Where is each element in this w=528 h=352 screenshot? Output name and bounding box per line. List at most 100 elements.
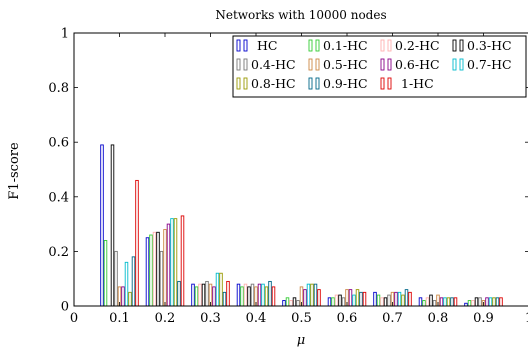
x-tick-label: 0.8 bbox=[428, 311, 449, 326]
legend-label: 0.7-HC bbox=[467, 57, 512, 72]
bar-1-hc-2 bbox=[226, 280, 230, 307]
bar-1-hc-7 bbox=[453, 297, 458, 307]
bar-09-hc-6 bbox=[404, 289, 409, 307]
bar-06-hc-6 bbox=[394, 291, 398, 307]
bar-09-hc-1 bbox=[177, 280, 181, 307]
bar-07-hc-5 bbox=[352, 294, 356, 307]
legend-swatch bbox=[315, 77, 320, 90]
legend-swatch bbox=[387, 39, 392, 52]
bar-04-hc-4 bbox=[296, 300, 300, 307]
bar-hc-7 bbox=[418, 297, 423, 307]
bar-hc-5 bbox=[327, 297, 332, 307]
legend-swatch bbox=[452, 58, 457, 71]
legend-swatch bbox=[315, 58, 320, 71]
legend-label: 0.8-HC bbox=[251, 76, 296, 91]
legend-swatch bbox=[387, 58, 392, 71]
legend-swatch bbox=[236, 77, 241, 90]
bar-09-hc-2 bbox=[222, 291, 227, 307]
bar-08-hc-0 bbox=[128, 291, 132, 307]
bar-1-hc-0 bbox=[135, 179, 139, 307]
legend-label: 0.1-HC bbox=[323, 38, 368, 53]
bar-hc-0 bbox=[100, 144, 104, 307]
bar-01-hc-6 bbox=[376, 294, 381, 307]
legend-label: 1-HC bbox=[401, 76, 434, 91]
legend-swatch bbox=[387, 77, 392, 90]
legend-swatch bbox=[459, 58, 464, 71]
bar-01-hc-1 bbox=[149, 234, 153, 307]
legend-entry: 0.2-HC bbox=[380, 38, 440, 53]
legend-label: HC bbox=[257, 38, 277, 53]
legend: HC 0.1-HC 0.2-HC 0.3-HC 0.4-HC 0.5-HC 0.6-HC 0.… bbox=[232, 35, 527, 98]
legend-entry: 0.7-HC bbox=[452, 57, 512, 72]
bar-08-hc-3 bbox=[264, 286, 269, 307]
y-tick-label: 1 bbox=[61, 27, 69, 42]
bar-08-hc-1 bbox=[173, 218, 178, 307]
y-axis-label: F1-score bbox=[7, 142, 22, 200]
bar-03-hc-5 bbox=[338, 294, 342, 307]
bar-01-hc-5 bbox=[331, 297, 335, 307]
bar-08-hc-6 bbox=[401, 294, 405, 307]
bar-1-hc-6 bbox=[408, 291, 412, 307]
bar-02-hc-3 bbox=[243, 283, 248, 307]
legend-entry: HC bbox=[236, 38, 277, 53]
bar-08-hc-8 bbox=[492, 297, 496, 307]
legend-swatch bbox=[308, 77, 313, 90]
bar-04-hc-0 bbox=[114, 250, 118, 307]
legend-swatch bbox=[308, 39, 313, 52]
bar-02-hc-2 bbox=[198, 283, 202, 307]
bar-09-hc-7 bbox=[450, 297, 454, 307]
bar-05-hc-1 bbox=[163, 229, 167, 307]
legend-label: 0.9-HC bbox=[323, 76, 368, 91]
bar-06-hc-3 bbox=[257, 283, 262, 307]
bar-08-hc-4 bbox=[310, 283, 314, 307]
legend-label: 0.5-HC bbox=[323, 57, 368, 72]
bar-04-hc-2 bbox=[205, 280, 209, 307]
chart-title: Networks with 10000 nodes bbox=[215, 8, 386, 22]
bar-06-hc-8 bbox=[485, 297, 489, 307]
x-tick-label: 0.2 bbox=[155, 311, 176, 326]
bar-06-hc-5 bbox=[348, 289, 353, 307]
x-tick-label: 0.1 bbox=[109, 311, 130, 326]
bar-07-hc-4 bbox=[306, 283, 311, 307]
bar-hc-6 bbox=[373, 291, 377, 307]
legend-entry: 0.3-HC bbox=[452, 38, 512, 53]
x-tick-label: 0.9 bbox=[473, 311, 494, 326]
bar-03-hc-6 bbox=[383, 297, 388, 307]
bar-04-hc-5 bbox=[341, 297, 346, 307]
legend-swatch bbox=[380, 58, 385, 71]
legend-swatch bbox=[380, 77, 385, 90]
bar-hc-1 bbox=[145, 237, 150, 307]
bar-01-hc-4 bbox=[285, 297, 290, 307]
bar-03-hc-2 bbox=[201, 283, 206, 307]
bar-01-hc-8 bbox=[467, 300, 472, 307]
bar-02-hc-1 bbox=[152, 231, 157, 307]
x-tick-label: 0 bbox=[70, 311, 78, 326]
bar-08-hc-7 bbox=[446, 297, 451, 307]
bar-1-hc-4 bbox=[317, 289, 321, 307]
legend-label: 0.3-HC bbox=[467, 38, 512, 53]
legend-entry: 0.9-HC bbox=[308, 76, 368, 91]
bar-01-hc-7 bbox=[422, 300, 426, 307]
legend-swatch bbox=[236, 58, 241, 71]
bar-01-hc-2 bbox=[194, 286, 199, 307]
legend-swatch bbox=[452, 39, 457, 52]
bar-08-hc-2 bbox=[219, 272, 223, 307]
bar-09-hc-3 bbox=[268, 280, 272, 307]
bar-09-hc-4 bbox=[313, 283, 318, 307]
legend-entry: 0.5-HC bbox=[308, 57, 368, 72]
bar-03-hc-3 bbox=[247, 286, 251, 307]
bar-07-hc-3 bbox=[261, 283, 265, 307]
bar-07-hc-2 bbox=[215, 272, 220, 307]
legend-swatch bbox=[236, 39, 241, 52]
legend-label: 0.4-HC bbox=[251, 57, 296, 72]
bar-03-hc-0 bbox=[110, 144, 115, 307]
bar-06-hc-7 bbox=[439, 297, 444, 307]
bar-1-hc-5 bbox=[362, 291, 367, 307]
bar-04-hc-1 bbox=[159, 250, 164, 307]
bar-1-hc-1 bbox=[180, 215, 185, 307]
x-tick-label: 0.7 bbox=[382, 311, 403, 326]
bar-06-hc-2 bbox=[212, 286, 216, 307]
bar-07-hc-8 bbox=[488, 297, 493, 307]
bar-hc-3 bbox=[236, 283, 241, 307]
